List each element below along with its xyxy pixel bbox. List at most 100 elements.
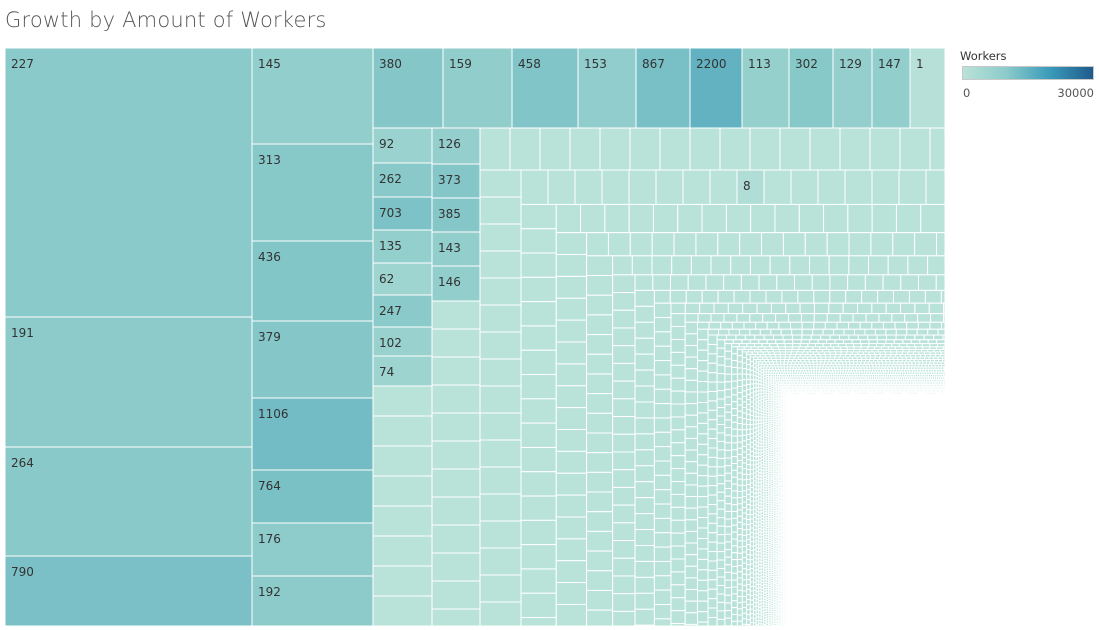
treemap-cell[interactable] bbox=[724, 449, 733, 459]
treemap-cell[interactable] bbox=[612, 610, 636, 627]
treemap-cell[interactable] bbox=[861, 289, 879, 304]
treemap-cell-153[interactable] bbox=[577, 47, 637, 129]
treemap-cell[interactable] bbox=[746, 604, 751, 611]
treemap-cell[interactable] bbox=[746, 398, 751, 405]
treemap-cell[interactable] bbox=[634, 497, 655, 515]
treemap-cell[interactable] bbox=[746, 584, 751, 591]
treemap-cell[interactable] bbox=[539, 127, 571, 171]
treemap-cell[interactable] bbox=[736, 348, 743, 357]
treemap-cell[interactable] bbox=[634, 369, 655, 387]
treemap-cell[interactable] bbox=[655, 169, 684, 205]
treemap-cell[interactable] bbox=[705, 274, 725, 291]
treemap-cell[interactable] bbox=[746, 619, 751, 626]
treemap-cell[interactable] bbox=[801, 334, 812, 341]
treemap-cell[interactable] bbox=[775, 313, 790, 323]
treemap-cell[interactable] bbox=[599, 127, 631, 171]
treemap-cell[interactable] bbox=[741, 557, 748, 564]
treemap-cell[interactable] bbox=[718, 328, 730, 336]
treemap-cell[interactable] bbox=[479, 277, 522, 306]
treemap-cell[interactable] bbox=[731, 613, 738, 622]
treemap-cell[interactable] bbox=[684, 554, 698, 567]
treemap-cell[interactable] bbox=[724, 510, 733, 520]
treemap-cell-8[interactable] bbox=[736, 169, 765, 205]
treemap-cell[interactable] bbox=[746, 388, 751, 395]
treemap-cell[interactable] bbox=[707, 551, 718, 562]
treemap-cell[interactable] bbox=[746, 514, 751, 521]
treemap-cell[interactable] bbox=[859, 321, 873, 330]
treemap-cell[interactable] bbox=[791, 328, 803, 336]
treemap-cell[interactable] bbox=[736, 373, 743, 381]
treemap-cell[interactable] bbox=[746, 559, 751, 566]
treemap-cell[interactable] bbox=[797, 289, 815, 304]
treemap-cell[interactable] bbox=[741, 490, 748, 497]
treemap-cell[interactable] bbox=[634, 385, 655, 403]
treemap-cell[interactable] bbox=[684, 565, 698, 579]
treemap-cell[interactable] bbox=[746, 449, 751, 456]
treemap-cell-147[interactable] bbox=[871, 47, 911, 129]
treemap-cell[interactable] bbox=[696, 621, 709, 627]
treemap-cell[interactable] bbox=[746, 479, 751, 486]
treemap-cell[interactable] bbox=[927, 328, 939, 336]
treemap-cell[interactable] bbox=[741, 418, 748, 425]
treemap-cell[interactable] bbox=[746, 403, 751, 410]
treemap-cell[interactable] bbox=[741, 573, 748, 581]
treemap-cell[interactable] bbox=[612, 504, 636, 524]
treemap-cell[interactable] bbox=[736, 497, 743, 505]
treemap-cell[interactable] bbox=[929, 321, 943, 330]
treemap-cell[interactable] bbox=[612, 593, 636, 612]
treemap-cell[interactable] bbox=[746, 428, 751, 435]
treemap-cell[interactable] bbox=[724, 388, 733, 398]
treemap-cell[interactable] bbox=[684, 600, 698, 614]
treemap-cell[interactable] bbox=[812, 328, 824, 336]
treemap-cell[interactable] bbox=[479, 547, 522, 576]
treemap-cell[interactable] bbox=[701, 289, 719, 304]
treemap-cell[interactable] bbox=[586, 452, 614, 473]
treemap-cell[interactable] bbox=[741, 546, 748, 553]
treemap-cell[interactable] bbox=[741, 445, 748, 453]
treemap-cell[interactable] bbox=[741, 407, 748, 414]
treemap-cell[interactable] bbox=[746, 433, 751, 440]
treemap-cell[interactable] bbox=[479, 385, 522, 414]
treemap-cell[interactable] bbox=[601, 169, 630, 205]
treemap-cell[interactable] bbox=[685, 289, 703, 304]
treemap-cell[interactable] bbox=[741, 568, 748, 575]
treemap-cell[interactable] bbox=[731, 531, 738, 540]
treemap-cell[interactable] bbox=[670, 519, 686, 534]
treemap-cell[interactable] bbox=[741, 523, 748, 531]
treemap-cell[interactable] bbox=[914, 334, 925, 341]
treemap-cell[interactable] bbox=[736, 521, 743, 530]
treemap-cell[interactable] bbox=[723, 313, 738, 323]
treemap-cell[interactable] bbox=[716, 398, 726, 409]
treemap-cell[interactable] bbox=[707, 334, 718, 345]
treemap-cell[interactable] bbox=[520, 544, 557, 570]
treemap-cell[interactable] bbox=[741, 339, 751, 345]
treemap-cell[interactable] bbox=[653, 474, 672, 491]
treemap-cell-176[interactable] bbox=[251, 522, 374, 577]
treemap-cell[interactable] bbox=[856, 302, 873, 315]
treemap-cell[interactable] bbox=[758, 274, 778, 291]
treemap-cell[interactable] bbox=[724, 366, 733, 375]
treemap-cell[interactable] bbox=[738, 328, 751, 336]
treemap-cell[interactable] bbox=[716, 508, 726, 519]
treemap-cell[interactable] bbox=[800, 313, 815, 323]
treemap-cell[interactable] bbox=[741, 457, 748, 464]
treemap-cell[interactable] bbox=[736, 608, 743, 616]
treemap-cell-74[interactable] bbox=[372, 355, 433, 387]
treemap-cell[interactable] bbox=[925, 169, 946, 205]
treemap-cell[interactable] bbox=[743, 321, 757, 330]
treemap-cell[interactable] bbox=[817, 169, 846, 205]
treemap-cell[interactable] bbox=[555, 582, 588, 605]
treemap-cell[interactable] bbox=[766, 321, 780, 330]
treemap-cell[interactable] bbox=[746, 534, 751, 541]
treemap-cell[interactable] bbox=[746, 554, 751, 561]
treemap-cell[interactable] bbox=[731, 449, 738, 458]
treemap-cell[interactable] bbox=[555, 603, 588, 627]
treemap-cell[interactable] bbox=[731, 346, 738, 355]
treemap-cell[interactable] bbox=[716, 334, 728, 341]
treemap-cell[interactable] bbox=[555, 341, 588, 365]
treemap-cell[interactable] bbox=[696, 558, 709, 571]
treemap-cell[interactable] bbox=[813, 321, 826, 330]
treemap-cell[interactable] bbox=[742, 302, 758, 315]
treemap-cell[interactable] bbox=[555, 275, 588, 299]
treemap-cell[interactable] bbox=[684, 449, 698, 463]
